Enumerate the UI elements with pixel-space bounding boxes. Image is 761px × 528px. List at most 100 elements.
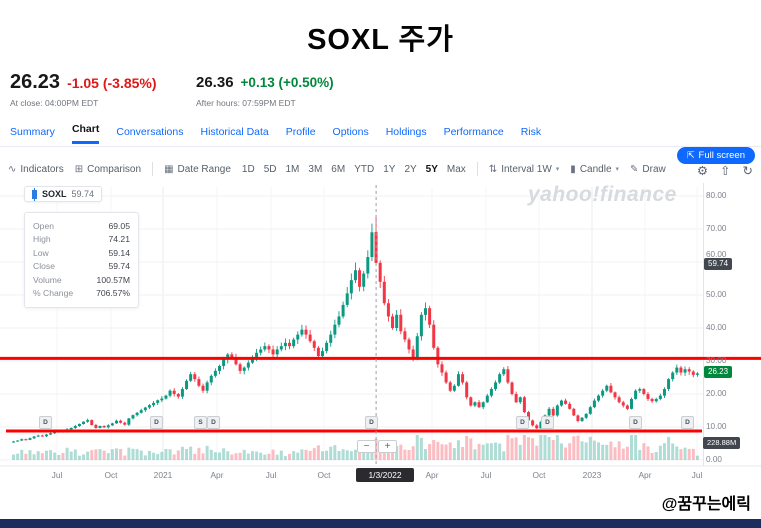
price-axis-label: 60.00 bbox=[706, 250, 727, 259]
candlestick-chart[interactable] bbox=[0, 183, 761, 468]
toolbar-separator bbox=[152, 162, 154, 176]
draw-button[interactable]: ✎ Draw bbox=[630, 164, 666, 175]
dividend-marker[interactable]: D bbox=[681, 416, 694, 429]
dividend-marker[interactable]: D bbox=[207, 416, 220, 429]
x-axis-label: Jul bbox=[480, 470, 492, 480]
comparison-label: Comparison bbox=[87, 163, 142, 175]
tooltip-label: Volume bbox=[33, 274, 62, 285]
x-axis-label: Oct bbox=[532, 470, 546, 480]
close-price-badge: 59.74 bbox=[704, 258, 733, 270]
volume-axis-zero-label: 0.00 bbox=[706, 455, 722, 464]
range-2y[interactable]: 2Y bbox=[404, 163, 417, 175]
range-1y[interactable]: 1Y bbox=[383, 163, 396, 175]
date-range-button[interactable]: ▦ Date Range bbox=[164, 164, 231, 175]
ohlc-tooltip: Open 69.05 High 74.21 Low 59.14 Close 59.74 Volu… bbox=[24, 212, 139, 309]
range-5d[interactable]: 5D bbox=[263, 163, 277, 175]
share-icon[interactable]: ⇧ bbox=[720, 164, 731, 178]
tab-holdings[interactable]: Holdings bbox=[385, 126, 427, 138]
chart-settings-cluster: ⚙ ⇧ ↻ bbox=[697, 163, 753, 178]
price-axis-label: 50.00 bbox=[706, 290, 727, 299]
dividend-marker[interactable]: D bbox=[39, 416, 52, 429]
tab-divider bbox=[0, 146, 761, 147]
chart-toolbar: ∿ Indicators ⊞ Comparison ▦ Date Range 1… bbox=[8, 159, 666, 179]
x-axis-label: Oct bbox=[104, 470, 118, 480]
dividend-marker[interactable]: D bbox=[365, 416, 378, 429]
legend-symbol: SOXL bbox=[42, 189, 67, 199]
after-hours-price: 26.36 bbox=[196, 74, 234, 91]
range-5y[interactable]: 5Y bbox=[425, 163, 438, 175]
interval-icon: ⇅ bbox=[488, 163, 498, 175]
x-axis-label: 2021 bbox=[153, 470, 173, 480]
legend-value: 59.74 bbox=[71, 189, 95, 199]
crosshair-date-badge: 1/3/2022 bbox=[356, 468, 414, 482]
range-6m[interactable]: 6M bbox=[331, 163, 346, 175]
tooltip-value: 706.57% bbox=[96, 288, 130, 299]
legend-chip[interactable]: SOXL 59.74 bbox=[24, 186, 103, 202]
tab-options[interactable]: Options bbox=[332, 126, 369, 138]
dividend-marker[interactable]: D bbox=[516, 416, 529, 429]
range-max[interactable]: Max bbox=[446, 163, 466, 175]
tooltip-value: 74.21 bbox=[108, 234, 130, 245]
split-marker[interactable]: S bbox=[194, 416, 207, 429]
tab-performance[interactable]: Performance bbox=[443, 126, 504, 138]
comparison-icon: ⊞ bbox=[74, 163, 84, 175]
tooltip-label: Low bbox=[33, 247, 49, 258]
range-ytd[interactable]: YTD bbox=[354, 163, 375, 175]
dividend-marker[interactable]: D bbox=[629, 416, 642, 429]
tooltip-row: Open 69.05 bbox=[33, 220, 130, 233]
tab-summary[interactable]: Summary bbox=[10, 126, 55, 138]
gear-icon[interactable]: ⚙ bbox=[696, 164, 709, 178]
price-axis-label: 80.00 bbox=[706, 191, 727, 200]
price-axis-label: 20.00 bbox=[706, 389, 727, 398]
tooltip-value: 69.05 bbox=[108, 221, 130, 231]
toolbar-separator bbox=[476, 162, 478, 176]
x-axis-label: Oct bbox=[317, 470, 331, 480]
range-1m[interactable]: 1M bbox=[285, 163, 300, 175]
chevron-down-icon: ▾ bbox=[615, 166, 620, 173]
after-hours-note: After hours: 07:59PM EDT bbox=[196, 98, 296, 108]
dividend-marker[interactable]: D bbox=[541, 416, 554, 429]
calendar-icon: ▦ bbox=[164, 163, 174, 175]
range-3m[interactable]: 3M bbox=[308, 163, 323, 175]
indicators-label: Indicators bbox=[20, 163, 64, 175]
quote-block: 26.23 -1.05 (-3.85%) bbox=[10, 71, 157, 94]
price-change: -1.05 (-3.85%) bbox=[67, 75, 157, 91]
volume-badge: 228.88M bbox=[703, 437, 741, 449]
price-axis-label: 40.00 bbox=[706, 323, 727, 332]
price-axis-label: 30.00 bbox=[706, 356, 727, 365]
current-price: 26.23 bbox=[10, 71, 61, 93]
tab-risk[interactable]: Risk bbox=[520, 126, 542, 138]
x-axis-label: Apr bbox=[638, 470, 652, 480]
watermark: yahoo!finance bbox=[528, 183, 677, 206]
tooltip-label: % Change bbox=[33, 288, 74, 299]
candle-icon bbox=[32, 187, 37, 201]
refresh-icon[interactable]: ↻ bbox=[742, 164, 753, 178]
tab-chart[interactable]: Chart bbox=[71, 123, 100, 144]
x-axis-label: Jul bbox=[51, 470, 63, 480]
zoom-out-button[interactable]: − bbox=[357, 440, 376, 453]
page-title: SOXL 주가 bbox=[307, 24, 454, 56]
interval-label: Interval 1W bbox=[501, 163, 552, 175]
after-hours-change: +0.13 (+0.50%) bbox=[240, 75, 334, 90]
indicators-button[interactable]: ∿ Indicators bbox=[8, 164, 64, 175]
chart-type-button[interactable]: ▮ Candle ▾ bbox=[570, 164, 619, 175]
tab-historical-data[interactable]: Historical Data bbox=[200, 126, 269, 138]
tooltip-label: Close bbox=[33, 261, 55, 272]
interval-button[interactable]: ⇅ Interval 1W ▾ bbox=[489, 164, 559, 175]
candle-icon: ▮ bbox=[570, 163, 576, 175]
comparison-button[interactable]: ⊞ Comparison bbox=[75, 164, 141, 175]
tooltip-label: Open bbox=[33, 221, 55, 231]
tab-profile[interactable]: Profile bbox=[285, 126, 316, 138]
range-1d[interactable]: 1D bbox=[241, 163, 255, 175]
full-screen-button[interactable]: ⇱ Full screen bbox=[676, 147, 755, 164]
tooltip-value: 100.57M bbox=[96, 274, 130, 285]
date-range-label: Date Range bbox=[177, 163, 231, 175]
last-price-badge: 26.23 bbox=[704, 366, 733, 378]
draw-label: Draw bbox=[642, 163, 666, 175]
dividend-marker[interactable]: D bbox=[150, 416, 163, 429]
zoom-in-button[interactable]: + bbox=[378, 440, 397, 453]
tab-conversations[interactable]: Conversations bbox=[116, 126, 184, 138]
price-axis-label: 70.00 bbox=[706, 224, 727, 233]
range-selector: 1D 5D 1M 3M 6M YTD 1Y 2Y 5Y Max bbox=[242, 164, 466, 175]
